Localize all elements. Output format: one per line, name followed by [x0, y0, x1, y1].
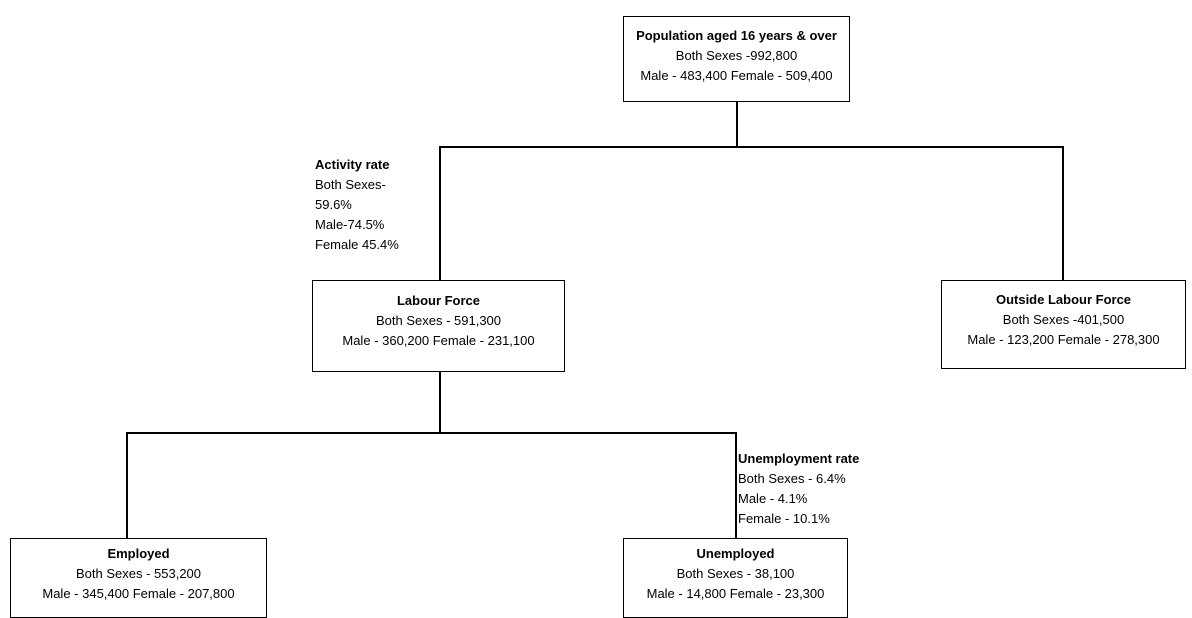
- outside-labour-force-title: Outside Labour Force: [995, 292, 1132, 307]
- unemployed-title: Unemployed: [696, 546, 775, 561]
- connector-to-unemployed: [735, 432, 737, 540]
- unemployment-rate-line: Both Sexes - 6.4%: [738, 471, 846, 486]
- unemployment-rate-line: Male - 4.1%: [738, 491, 808, 506]
- connector-population-branch: [439, 146, 1063, 148]
- activity-rate-line: Both Sexes-: [315, 177, 386, 192]
- labour-force-title: Labour Force: [396, 293, 481, 308]
- activity-rate-line: Female 45.4%: [315, 237, 399, 252]
- employed-title: Employed: [107, 546, 170, 561]
- connector-to-outside-labour-force: [1062, 146, 1064, 281]
- labour-force-both-sexes: Both Sexes - 591,300: [375, 313, 502, 328]
- activity-rate-note: Activity rate Both Sexes- 59.6% Male-74.…: [315, 155, 399, 255]
- activity-rate-line: Male-74.5%: [315, 217, 385, 232]
- employed-box: Employed Both Sexes - 553,200 Male - 345…: [10, 538, 267, 618]
- connector-labour-force-branch: [126, 432, 736, 434]
- population-male-female: Male - 483,400 Female - 509,400: [640, 68, 833, 83]
- population-both-sexes: Both Sexes -992,800: [675, 48, 798, 63]
- outside-labour-force-box: Outside Labour Force Both Sexes -401,500…: [941, 280, 1186, 369]
- connector-population-down: [736, 101, 738, 147]
- unemployed-box: Unemployed Both Sexes - 38,100 Male - 14…: [623, 538, 848, 618]
- labour-force-male-female: Male - 360,200 Female - 231,100: [342, 333, 535, 348]
- employed-both-sexes: Both Sexes - 553,200: [75, 566, 202, 581]
- employed-male-female: Male - 345,400 Female - 207,800: [42, 586, 235, 601]
- connector-labour-force-down: [439, 371, 441, 433]
- unemployment-rate-note: Unemployment rate Both Sexes - 6.4% Male…: [738, 449, 859, 529]
- outside-labour-force-both-sexes: Both Sexes -401,500: [1002, 312, 1125, 327]
- activity-rate-line: 59.6%: [315, 197, 352, 212]
- population-title: Population aged 16 years & over: [636, 28, 837, 43]
- population-box: Population aged 16 years & over Both Sex…: [623, 16, 850, 102]
- activity-rate-title: Activity rate: [315, 157, 390, 172]
- unemployed-male-female: Male - 14,800 Female - 23,300: [646, 586, 825, 601]
- unemployment-rate-line: Female - 10.1%: [738, 511, 830, 526]
- labour-force-box: Labour Force Both Sexes - 591,300 Male -…: [312, 280, 565, 372]
- unemployment-rate-title: Unemployment rate: [738, 451, 860, 466]
- connector-to-employed: [126, 432, 128, 540]
- unemployed-both-sexes: Both Sexes - 38,100: [676, 566, 795, 581]
- connector-to-labour-force: [439, 146, 441, 281]
- outside-labour-force-male-female: Male - 123,200 Female - 278,300: [967, 332, 1160, 347]
